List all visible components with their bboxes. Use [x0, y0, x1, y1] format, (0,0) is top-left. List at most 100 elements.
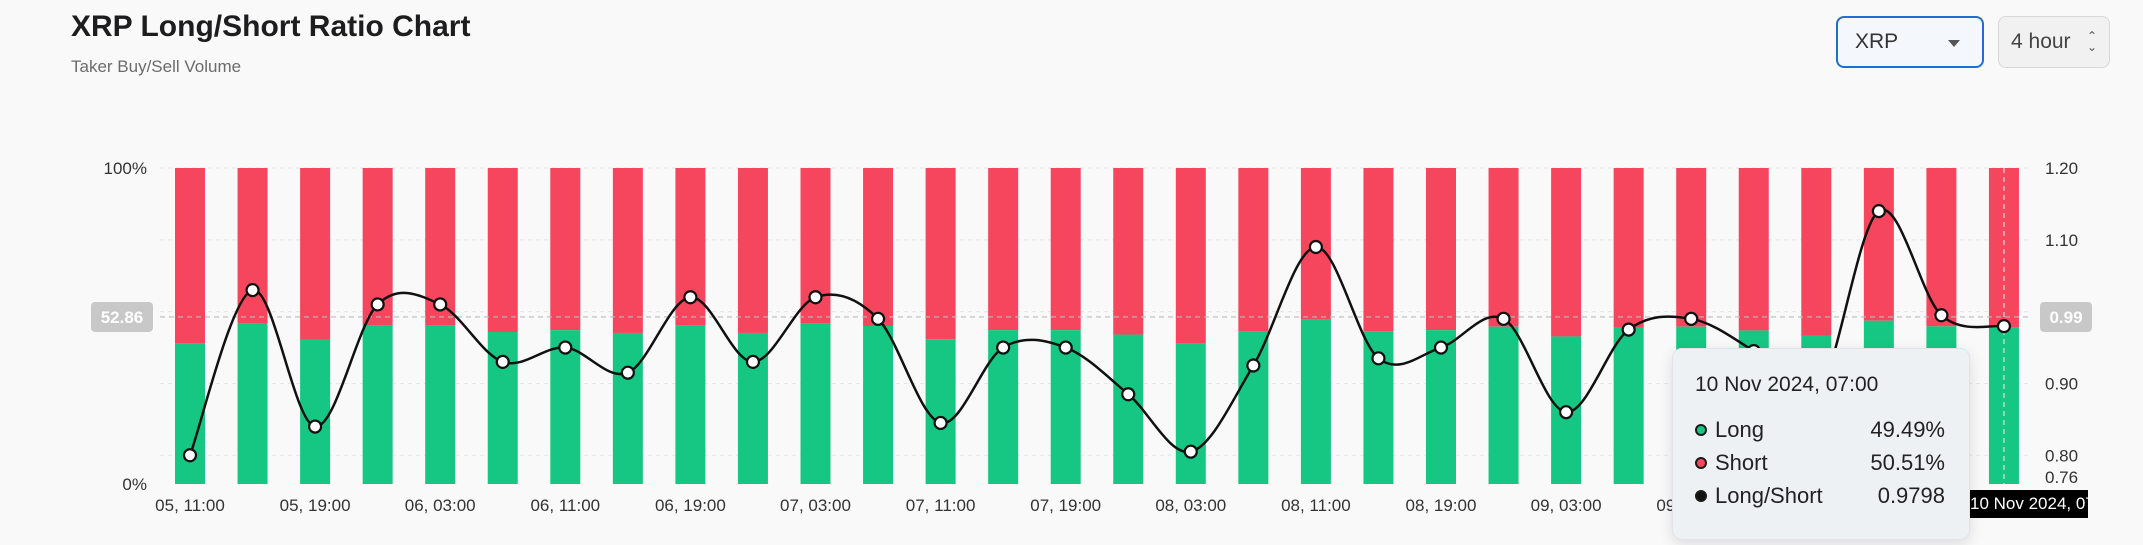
ratio-point [182, 448, 198, 463]
ratio-point [1121, 387, 1136, 402]
ratio-point [1496, 311, 1511, 326]
long-bar [1113, 334, 1144, 484]
tooltip-row-ratio: Long/Short 0.9798 [1695, 479, 1945, 512]
ratio-point [683, 290, 698, 305]
tooltip-ratio-label: Long/Short [1715, 482, 1823, 508]
long-bar [425, 325, 456, 484]
page-title: XRP Long/Short Ratio Chart [71, 10, 471, 43]
y-left-tick-label: 0% [122, 475, 147, 494]
long-bar [925, 339, 956, 484]
ratio-point [433, 297, 448, 312]
short-bar [1676, 168, 1707, 327]
x-tick-label: 08, 03:00 [1155, 496, 1226, 515]
ratio-point [1308, 239, 1324, 255]
long-dot-icon [1695, 423, 1707, 436]
long-bar [1426, 330, 1456, 484]
long-bar [1238, 331, 1269, 484]
short-bar [300, 168, 331, 340]
short-bar [550, 168, 581, 331]
x-tick-label: 09, 03:00 [1531, 496, 1602, 515]
ratio-line [188, 208, 2005, 456]
y-right-tick-label: 0.76 [2045, 468, 2078, 487]
long-bar [1488, 326, 1519, 484]
ratio-point [808, 290, 823, 305]
short-bar [487, 168, 518, 333]
long-bar [237, 323, 268, 484]
long-bar [800, 323, 831, 484]
long-bar [1175, 343, 1206, 484]
long-bar [1300, 319, 1331, 484]
ratio-dot-icon [1695, 489, 1707, 502]
long-bar [362, 325, 393, 484]
tooltip-row-long: Long 49.49% [1695, 413, 1945, 446]
short-bar [1551, 168, 1582, 337]
long-bar [1613, 327, 1644, 484]
interval-select[interactable]: 4 hour ⌃ ⌄ [1998, 16, 2110, 68]
x-tick-label: 05, 19:00 [280, 496, 351, 515]
updown-chevron-icon: ⌃ ⌄ [2086, 29, 2097, 54]
x-tick-label: 07, 19:00 [1030, 496, 1101, 515]
ratio-point [1371, 351, 1386, 366]
tooltip-short-value: 50.51% [1870, 449, 1945, 475]
short-bar [863, 168, 894, 326]
interval-select-value: 4 hour [2011, 30, 2071, 53]
ratio-point [308, 419, 323, 434]
ratio-point [870, 311, 886, 326]
ratio-point [1433, 340, 1449, 355]
short-bar [1113, 168, 1144, 335]
x-tick-label: 06, 11:00 [530, 496, 600, 515]
x-tick-label: 07, 03:00 [780, 496, 851, 515]
short-bar [1238, 168, 1269, 332]
short-bar [1926, 168, 1957, 327]
ratio-point [745, 354, 761, 370]
short-bar [1175, 168, 1206, 344]
symbol-select-value: XRP [1855, 30, 1899, 53]
tooltip-date: 10 Nov 2024, 07:00 [1695, 373, 1879, 396]
tooltip-short-label: Short [1715, 449, 1768, 475]
short-bar [737, 168, 768, 333]
ratio-point [620, 365, 635, 380]
short-bar [1363, 168, 1394, 332]
short-bar [1488, 168, 1519, 327]
tooltip-ratio-value: 0.9798 [1877, 482, 1945, 508]
y-right-tick-label: 1.10 [2045, 231, 2078, 250]
x-tick-label: 06, 03:00 [405, 496, 476, 515]
x-tick-label: 07, 11:00 [906, 496, 976, 515]
short-bar [1050, 168, 1081, 331]
tooltip-row-short: Short 50.51% [1695, 446, 1945, 479]
long-bar [863, 326, 894, 484]
ratio-point [370, 297, 385, 312]
tooltip-long-value: 49.49% [1870, 416, 1945, 442]
x-tick-label: 08, 19:00 [1406, 496, 1477, 515]
ratio-point [1621, 322, 1636, 337]
ratio-point [495, 354, 510, 370]
symbol-select[interactable]: XRP [1836, 16, 1984, 68]
long-bar [300, 339, 331, 484]
ratio-point [558, 340, 573, 355]
y-right-tick-label: 0.80 [2045, 446, 2078, 465]
short-bar [1988, 168, 2019, 328]
page-subtitle: Taker Buy/Sell Volume [71, 57, 242, 76]
y-right-tick-label: 1.20 [2045, 159, 2078, 178]
long-bar [612, 332, 643, 484]
ratio-point [1996, 319, 2012, 334]
short-bar [1863, 168, 1894, 321]
short-bar [1801, 168, 1832, 336]
ratio-point [996, 340, 1011, 355]
x-tick-label: 06, 19:00 [655, 496, 726, 515]
crosshair-right-value: 0.99 [2049, 308, 2082, 327]
crosshair-right-badge [2040, 301, 2092, 332]
x-tick-label: 08, 11:00 [1281, 496, 1351, 515]
ratio-point [1058, 340, 1073, 355]
short-bar [175, 168, 205, 344]
short-bar [1613, 168, 1644, 328]
short-dot-icon [1695, 456, 1707, 469]
chart-tooltip: 10 Nov 2024, 07:00 Long 49.49% Short 50.… [1672, 348, 1970, 540]
y-right-tick-label: 0.90 [2045, 374, 2078, 393]
x-tick-label: 05, 11:00 [155, 496, 225, 515]
short-bar [612, 168, 643, 333]
long-bar [550, 330, 581, 484]
short-bar [988, 168, 1019, 331]
ratio-point [245, 282, 260, 298]
ratio-point [1684, 311, 1699, 326]
